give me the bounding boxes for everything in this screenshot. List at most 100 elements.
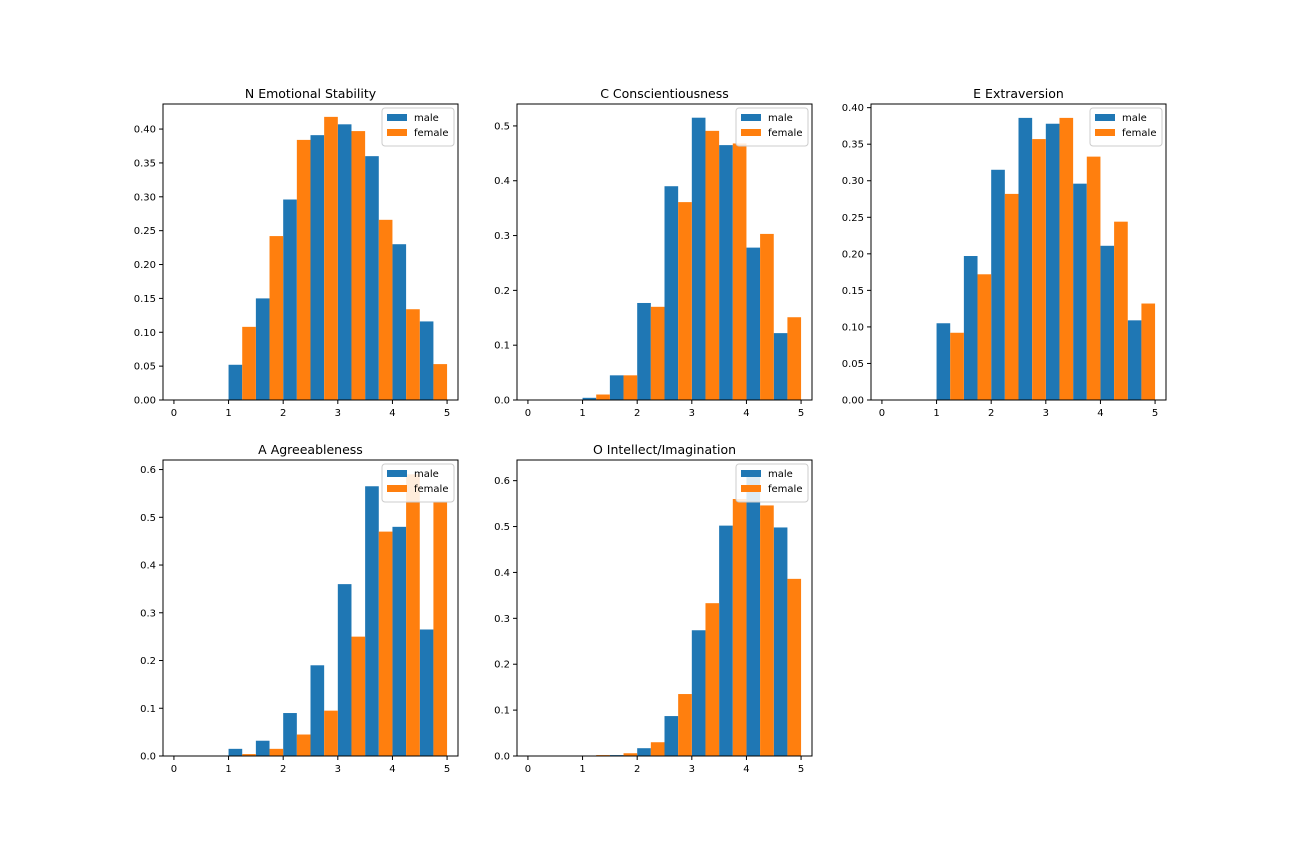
bar-male-bin-8: [392, 526, 407, 756]
y-tick-label: 0.40: [134, 125, 156, 136]
bar-female-bin-9: [787, 317, 802, 400]
bar-female-bin-8: [760, 233, 774, 400]
x-tick-label: 5: [444, 408, 450, 419]
legend-label-male: male: [768, 469, 793, 480]
x-tick-label: 1: [933, 408, 939, 419]
y-tick-label: 0.6: [494, 476, 510, 487]
y-tick-label: 0.4: [140, 561, 156, 572]
chart-title: N Emotional Stability: [245, 86, 377, 101]
y-tick-label: 0.4: [494, 568, 510, 579]
legend-label-male: male: [414, 469, 439, 480]
bar-male-bin-3: [255, 298, 270, 400]
x-tick-label: 3: [335, 764, 341, 775]
bar-male-bin-6: [691, 630, 706, 756]
legend: male female: [381, 463, 455, 503]
bar-female-bin-3: [623, 753, 638, 756]
y-tick-label: 0.30: [842, 176, 864, 187]
bar-male-bin-6: [691, 117, 706, 400]
x-tick-label: 1: [225, 408, 231, 419]
x-tick-label: 4: [743, 408, 749, 419]
legend-swatch-female: [741, 129, 761, 136]
chart-title: E Extraversion: [973, 86, 1064, 101]
bar-male-bin-3: [609, 375, 624, 400]
bar-male-bin-5: [664, 716, 679, 756]
bar-male-bin-7: [1073, 183, 1087, 400]
x-tick-label: 4: [389, 408, 395, 419]
y-tick-label: 0.2: [494, 660, 510, 671]
y-tick-label: 0.3: [494, 231, 510, 242]
bar-male-bin-5: [664, 186, 679, 400]
bar-male-bin-2: [228, 364, 243, 400]
x-tick-label: 0: [171, 408, 177, 419]
x-tick-label: 1: [225, 764, 231, 775]
y-tick-label: 0.5: [140, 513, 156, 524]
bar-female-bin-7: [732, 143, 747, 400]
bar-female-bin-7: [1086, 156, 1101, 400]
bar-male-bin-2: [936, 323, 951, 400]
bar-female-bin-8: [406, 474, 420, 756]
x-tick-label: 0: [879, 408, 885, 419]
bar-male-bin-8: [746, 247, 761, 400]
x-tick-label: 4: [389, 764, 395, 775]
y-tick-label: 0.25: [842, 213, 864, 224]
y-tick-label: 0.05: [134, 362, 156, 373]
y-tick-label: 0.5: [494, 121, 510, 132]
subplot-3: E Extraversion 0 1 2 3 4 5 0.00 0.05 0.10 0.15 0.20…: [842, 86, 1167, 419]
legend-label-male: male: [1122, 113, 1147, 124]
bar-female-bin-3: [623, 375, 638, 400]
bar-male-bin-3: [255, 740, 270, 756]
y-tick-label: 0.2: [494, 286, 510, 297]
y-tick-label: 0.15: [134, 294, 156, 305]
subplot-2: C Conscientiousness 0 1 2 3 4 5 0.0 0.1 0.2 0.3 0.4…: [494, 86, 813, 419]
y-tick-label: 0.10: [842, 322, 864, 333]
bar-male-bin-5: [310, 665, 325, 756]
x-tick-label: 2: [634, 408, 640, 419]
chart-title: O Intellect/Imagination: [593, 442, 736, 457]
bar-female-bin-6: [705, 603, 720, 756]
legend-label-female: female: [414, 128, 448, 139]
bar-female-bin-5: [678, 694, 692, 756]
bar-female-bin-9: [433, 364, 448, 400]
bar-female-bin-3: [269, 748, 284, 756]
bar-female-bin-8: [406, 309, 420, 400]
bar-female-bin-7: [732, 499, 747, 756]
bar-male-bin-6: [1045, 123, 1060, 400]
bar-male-bin-5: [310, 135, 325, 400]
bar-female-bin-4: [650, 742, 665, 756]
legend-swatch-female: [1095, 129, 1115, 136]
x-tick-label: 4: [743, 764, 749, 775]
legend-label-female: female: [414, 484, 448, 495]
legend-swatch-male: [387, 114, 407, 121]
legend-label-male: male: [768, 113, 793, 124]
legend-swatch-male: [387, 470, 407, 477]
legend: male female: [735, 107, 809, 147]
subplot-5: O Intellect/Imagination 0 1 2 3 4 5 0.0 0.1 0.2 0.…: [494, 442, 813, 775]
y-tick-label: 0.05: [842, 359, 864, 370]
bar-male-bin-6: [337, 124, 352, 400]
bar-male-bin-7: [719, 525, 733, 756]
legend-label-male: male: [414, 113, 439, 124]
bar-female-bin-3: [977, 274, 992, 400]
legend-swatch-female: [741, 485, 761, 492]
bar-female-bin-9: [433, 502, 448, 756]
chart-title: C Conscientiousness: [600, 86, 729, 101]
bar-female-bin-7: [378, 531, 393, 756]
bar-male-bin-2: [582, 397, 597, 400]
chart-title: A Agreeableness: [258, 442, 363, 457]
legend-swatch-female: [387, 485, 407, 492]
x-tick-label: 0: [525, 408, 531, 419]
bar-female-bin-5: [324, 710, 338, 756]
y-tick-label: 0.2: [140, 656, 156, 667]
bar-male-bin-8: [1100, 245, 1115, 400]
legend: male female: [1089, 107, 1163, 147]
bar-male-bin-8: [392, 244, 407, 400]
legend-swatch-male: [741, 114, 761, 121]
x-tick-label: 5: [444, 764, 450, 775]
legend: male female: [381, 107, 455, 147]
x-tick-label: 0: [525, 764, 531, 775]
bar-male-bin-9: [419, 629, 434, 756]
bar-female-bin-4: [296, 734, 311, 756]
subplot-1: N Emotional Stability 0 1 2 3 4 5 0.00 0.05 0.10 0…: [134, 86, 459, 419]
bar-female-bin-2: [242, 754, 256, 756]
bar-male-bin-9: [1127, 320, 1142, 400]
